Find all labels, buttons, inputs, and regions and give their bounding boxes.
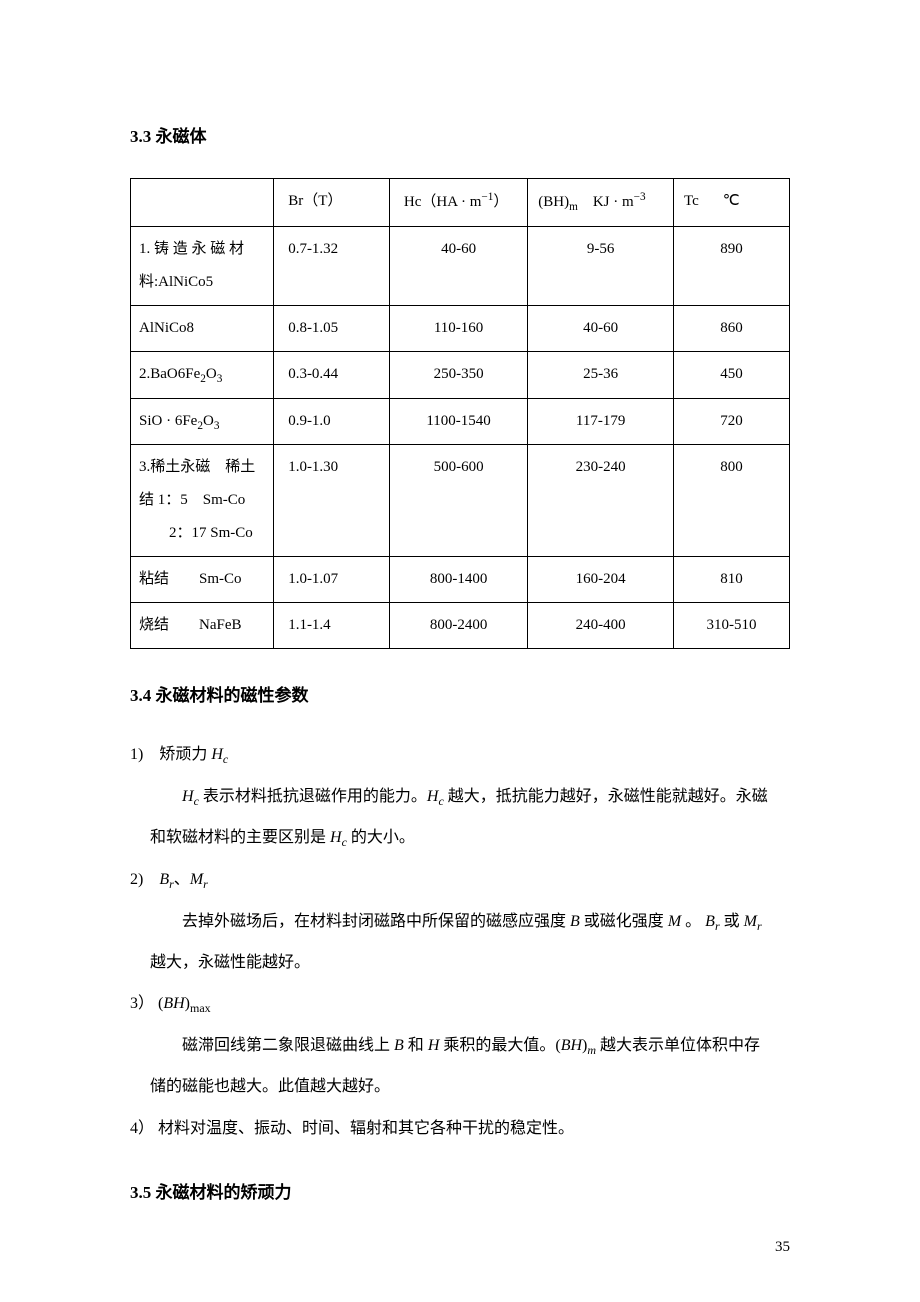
- table-row: 粘结 Sm-Co 1.0-1.07 800-1400 160-204 810: [131, 557, 790, 603]
- cell-tc: 860: [673, 305, 789, 351]
- cell-name: 2.BaO6Fe2O3: [131, 351, 274, 398]
- cell-name: 粘结 Sm-Co: [131, 557, 274, 603]
- cell-hc: 500-600: [389, 445, 527, 557]
- cell-name: 烧结 NaFeB: [131, 603, 274, 649]
- cell-name: AlNiCo8: [131, 305, 274, 351]
- cell-hc: 1100-1540: [389, 398, 527, 445]
- param-1-text-2: 和软磁材料的主要区别是 Hc 的大小。: [130, 820, 790, 856]
- th-bhm: (BH)m KJ · m−3: [528, 179, 674, 227]
- table-row: 1. 铸 造 永 磁 材料:AlNiCo5 0.7-1.32 40-60 9-5…: [131, 226, 790, 305]
- param-2-text-2: 越大，永磁性能越好。: [130, 945, 790, 980]
- cell-bhm: 40-60: [528, 305, 674, 351]
- section-3-5-heading: 3.5 永磁材料的矫顽力: [130, 1176, 790, 1210]
- cell-hc: 250-350: [389, 351, 527, 398]
- cell-hc: 40-60: [389, 226, 527, 305]
- table-row: AlNiCo8 0.8-1.05 110-160 40-60 860: [131, 305, 790, 351]
- page: 3.3 永磁体 Br（T） Hc（HA · m−1） (BH)m KJ · m−…: [0, 0, 920, 1302]
- table-row: 3.稀土永磁 稀土结 1：5 Sm-Co 2：17 Sm-Co 1.0-1.30…: [131, 445, 790, 557]
- cell-bhm: 117-179: [528, 398, 674, 445]
- cell-br: 1.0-1.07: [274, 557, 390, 603]
- cell-tc: 810: [673, 557, 789, 603]
- cell-br: 1.1-1.4: [274, 603, 390, 649]
- cell-br: 0.3-0.44: [274, 351, 390, 398]
- cell-name: SiO · 6Fe2O3: [131, 398, 274, 445]
- cell-tc: 450: [673, 351, 789, 398]
- cell-name: 3.稀土永磁 稀土结 1：5 Sm-Co 2：17 Sm-Co: [131, 445, 274, 557]
- param-1-label: 1) 矫顽力 Hc: [130, 737, 790, 773]
- th-tc: Tc℃: [673, 179, 789, 227]
- cell-br: 0.8-1.05: [274, 305, 390, 351]
- cell-hc: 110-160: [389, 305, 527, 351]
- param-2-label: 2) Br、Mr: [130, 862, 790, 898]
- page-number: 35: [775, 1232, 790, 1262]
- cell-br: 0.7-1.32: [274, 226, 390, 305]
- param-2-text-1: 去掉外磁场后，在材料封闭磁路中所保留的磁感应强度 B 或磁化强度 M 。 Br …: [130, 904, 790, 940]
- table-row: 2.BaO6Fe2O3 0.3-0.44 250-350 25-36 450: [131, 351, 790, 398]
- th-col1: [131, 179, 274, 227]
- magnet-table: Br（T） Hc（HA · m−1） (BH)m KJ · m−3 Tc℃ 1.…: [130, 178, 790, 649]
- cell-tc: 890: [673, 226, 789, 305]
- cell-bhm: 230-240: [528, 445, 674, 557]
- cell-tc: 800: [673, 445, 789, 557]
- table-header-row: Br（T） Hc（HA · m−1） (BH)m KJ · m−3 Tc℃: [131, 179, 790, 227]
- param-3-label: 3） (BH)max: [130, 986, 790, 1022]
- cell-name: 1. 铸 造 永 磁 材料:AlNiCo5: [131, 226, 274, 305]
- param-3-text-2: 储的磁能也越大。此值越大越好。: [130, 1069, 790, 1104]
- cell-hc: 800-1400: [389, 557, 527, 603]
- table-row: SiO · 6Fe2O3 0.9-1.0 1100-1540 117-179 7…: [131, 398, 790, 445]
- param-1-text-1: Hc 表示材料抵抗退磁作用的能力。Hc 越大，抵抗能力越好，永磁性能就越好。永磁: [130, 779, 790, 815]
- cell-bhm: 160-204: [528, 557, 674, 603]
- cell-bhm: 240-400: [528, 603, 674, 649]
- section-3-4-heading: 3.4 永磁材料的磁性参数: [130, 679, 790, 713]
- cell-br: 1.0-1.30: [274, 445, 390, 557]
- th-br: Br（T）: [274, 179, 390, 227]
- cell-bhm: 25-36: [528, 351, 674, 398]
- cell-bhm: 9-56: [528, 226, 674, 305]
- cell-tc: 310-510: [673, 603, 789, 649]
- cell-br: 0.9-1.0: [274, 398, 390, 445]
- cell-tc: 720: [673, 398, 789, 445]
- section-3-3-heading: 3.3 永磁体: [130, 120, 790, 154]
- table-row: 烧结 NaFeB 1.1-1.4 800-2400 240-400 310-51…: [131, 603, 790, 649]
- cell-hc: 800-2400: [389, 603, 527, 649]
- th-hc: Hc（HA · m−1）: [389, 179, 527, 227]
- param-4: 4） 材料对温度、振动、时间、辐射和其它各种干扰的稳定性。: [130, 1111, 790, 1146]
- param-3-text-1: 磁滞回线第二象限退磁曲线上 B 和 H 乘积的最大值。(BH)m 越大表示单位体…: [130, 1028, 790, 1064]
